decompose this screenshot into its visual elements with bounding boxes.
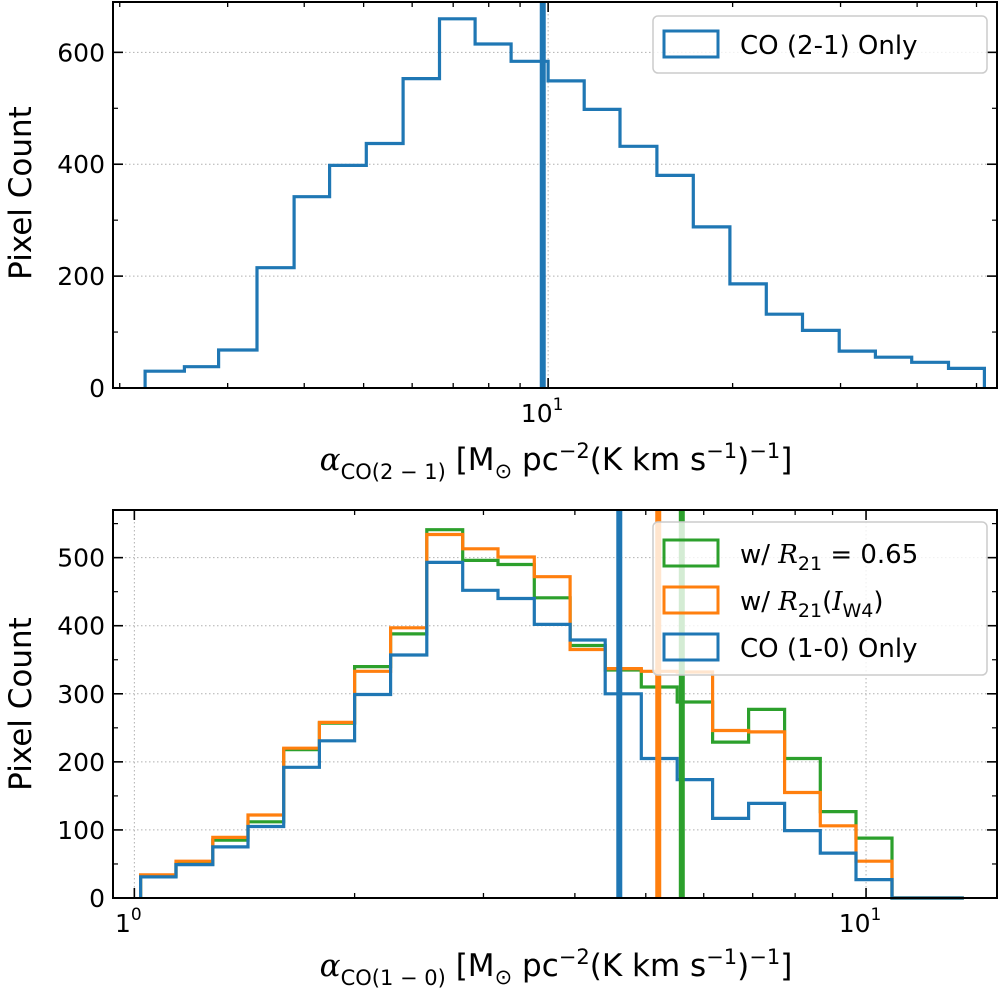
x-tick-label: 101 <box>839 905 882 938</box>
bottom-x-axis-label: αCO(1 − 0) [M⊙ pc−2(K km s−1)−1] <box>320 945 793 990</box>
bottom-legend: w/ R21 = 0.65 w/ R21(IW4) CO (1-0) Only <box>652 521 988 676</box>
y-tick-label: 200 <box>57 262 105 291</box>
legend-swatch-r21-const <box>662 538 720 568</box>
top-plot-frame <box>112 1 998 389</box>
y-tick-label: 600 <box>57 38 105 67</box>
y-tick-label: 0 <box>89 374 105 403</box>
legend-label-co10: CO (1-0) Only <box>740 634 917 664</box>
legend-swatch-r21-iw4 <box>662 585 720 615</box>
x-tick-label: 101 <box>521 395 564 428</box>
legend-swatch-co10 <box>662 632 720 662</box>
y-tick-label: 400 <box>57 150 105 179</box>
top-axis-ticks: 101 0 200 400 600 <box>57 2 997 428</box>
legend-swatch-co21 <box>662 29 720 59</box>
top-y-axis-label: Pixel Count <box>3 106 39 280</box>
top-legend: CO (2-1) Only <box>652 15 988 74</box>
legend-label-co21: CO (2-1) Only <box>740 31 917 61</box>
histogram-series-1-0 <box>139 528 964 900</box>
histogram-series-1-1 <box>139 532 964 900</box>
histogram-series-1-2 <box>139 560 964 900</box>
top-x-axis-label: αCO(2 − 1) [M⊙ pc−2(K km s−1)−1] <box>320 439 793 484</box>
y-tick-label: 200 <box>57 748 105 777</box>
y-tick-label: 0 <box>89 884 105 913</box>
legend-label-r21-const: w/ R21 = 0.65 <box>740 540 918 575</box>
bottom-y-axis-label: Pixel Count <box>3 617 39 791</box>
y-tick-label: 500 <box>57 544 105 573</box>
histogram-series-0-0 <box>143 17 986 388</box>
legend-label-r21-iw4: w/ R21(IW4) <box>740 587 884 622</box>
y-tick-label: 100 <box>57 816 105 845</box>
bottom-legend-box <box>652 521 988 676</box>
x-tick-label: 10 <box>115 905 142 938</box>
top-legend-box <box>652 15 988 74</box>
bottom-series-layer <box>139 528 964 900</box>
y-tick-label: 300 <box>57 680 105 709</box>
top-series-layer <box>143 17 986 388</box>
y-tick-label: 400 <box>57 612 105 641</box>
bottom-plot-frame <box>112 509 998 899</box>
